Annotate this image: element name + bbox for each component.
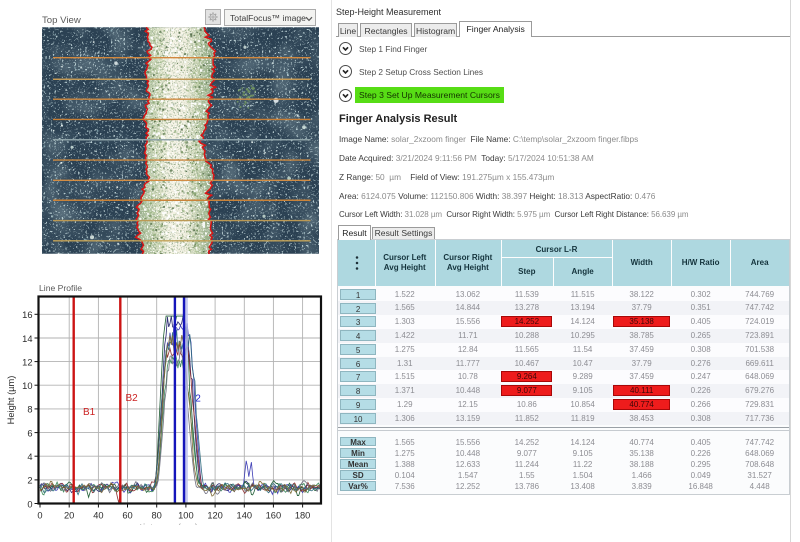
svg-text:120: 120 bbox=[207, 511, 223, 521]
svg-text:2: 2 bbox=[27, 476, 32, 486]
svg-text:4: 4 bbox=[27, 452, 32, 462]
svg-text:2: 2 bbox=[195, 394, 201, 405]
svg-text:180: 180 bbox=[295, 511, 311, 521]
svg-text:80: 80 bbox=[152, 511, 162, 521]
svg-text:8: 8 bbox=[27, 405, 32, 415]
svg-text:140: 140 bbox=[237, 511, 253, 521]
svg-text:60: 60 bbox=[122, 511, 132, 521]
svg-text:Height (µm): Height (µm) bbox=[6, 376, 16, 425]
svg-text:B2: B2 bbox=[126, 393, 139, 404]
svg-text:40: 40 bbox=[93, 511, 103, 521]
svg-text:0: 0 bbox=[37, 511, 42, 521]
svg-text:160: 160 bbox=[266, 511, 282, 521]
svg-text:12: 12 bbox=[22, 357, 32, 367]
svg-text:16: 16 bbox=[22, 310, 32, 320]
svg-text:B1: B1 bbox=[83, 407, 96, 418]
svg-text:0: 0 bbox=[27, 499, 32, 509]
svg-text:14: 14 bbox=[22, 334, 32, 344]
svg-text:Distance (µm): Distance (µm) bbox=[136, 523, 198, 534]
svg-text:6: 6 bbox=[27, 428, 32, 438]
svg-text:10: 10 bbox=[22, 381, 32, 391]
svg-text:100: 100 bbox=[178, 511, 194, 521]
svg-text:20: 20 bbox=[64, 511, 74, 521]
